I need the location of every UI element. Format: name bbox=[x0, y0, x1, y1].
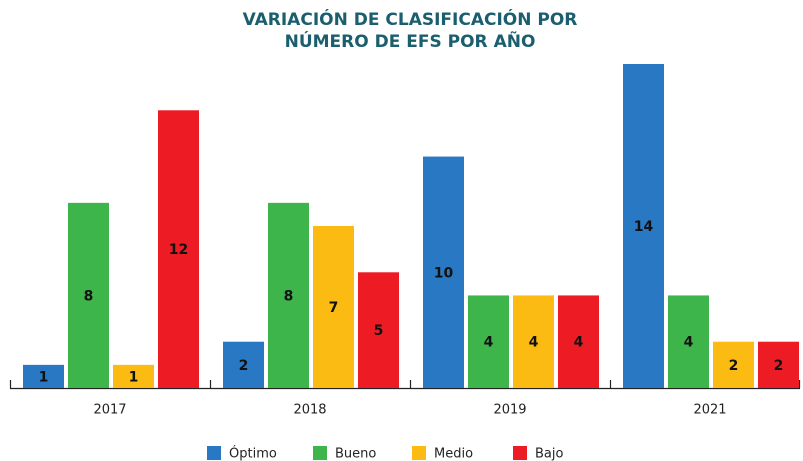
bar bbox=[468, 295, 509, 388]
legend-label: Óptimo bbox=[229, 446, 277, 461]
x-tick-label: 2017 bbox=[93, 403, 126, 418]
value-label: 4 bbox=[684, 335, 694, 351]
chart-title: VARIACIÓN DE CLASIFICACIÓN POR bbox=[243, 8, 578, 30]
bar bbox=[68, 202, 109, 388]
value-label: 7 bbox=[329, 300, 339, 316]
value-label: 2 bbox=[729, 358, 739, 374]
bar bbox=[513, 295, 554, 388]
bar bbox=[268, 202, 309, 388]
chart-title: NÚMERO DE EFS POR AÑO bbox=[285, 29, 536, 52]
value-label: 4 bbox=[484, 335, 494, 351]
legend-label: Bajo bbox=[535, 447, 563, 461]
x-axis bbox=[9, 380, 801, 390]
value-label: 4 bbox=[529, 335, 539, 351]
bar bbox=[668, 295, 709, 388]
value-label: 14 bbox=[634, 219, 654, 235]
value-label: 10 bbox=[434, 265, 454, 281]
legend-swatch bbox=[313, 446, 327, 460]
bar bbox=[313, 226, 354, 388]
legend-swatch bbox=[207, 446, 221, 460]
value-label: 8 bbox=[84, 288, 94, 304]
value-label: 12 bbox=[169, 242, 188, 258]
bar bbox=[358, 272, 399, 388]
legend-swatch bbox=[513, 446, 527, 460]
bar bbox=[223, 341, 264, 388]
value-label: 8 bbox=[284, 288, 294, 304]
legend-label: Bueno bbox=[335, 447, 376, 461]
value-label: 4 bbox=[574, 335, 584, 351]
x-tick-label: 2021 bbox=[693, 403, 726, 418]
bar bbox=[113, 364, 154, 388]
bar bbox=[623, 64, 664, 388]
bar bbox=[558, 295, 599, 388]
legend-swatch bbox=[412, 446, 426, 460]
legend-label: Medio bbox=[434, 447, 473, 461]
value-label: 2 bbox=[239, 358, 249, 374]
value-label: 2 bbox=[774, 358, 784, 374]
bar bbox=[758, 341, 799, 388]
x-tick-label: 2018 bbox=[293, 403, 326, 418]
x-tick-label: 2019 bbox=[493, 403, 526, 418]
bar bbox=[158, 110, 199, 389]
value-label: 1 bbox=[39, 369, 49, 385]
bar bbox=[713, 341, 754, 388]
value-label: 5 bbox=[374, 323, 384, 339]
bar bbox=[23, 364, 64, 388]
bar bbox=[423, 156, 464, 388]
value-label: 1 bbox=[129, 369, 139, 385]
